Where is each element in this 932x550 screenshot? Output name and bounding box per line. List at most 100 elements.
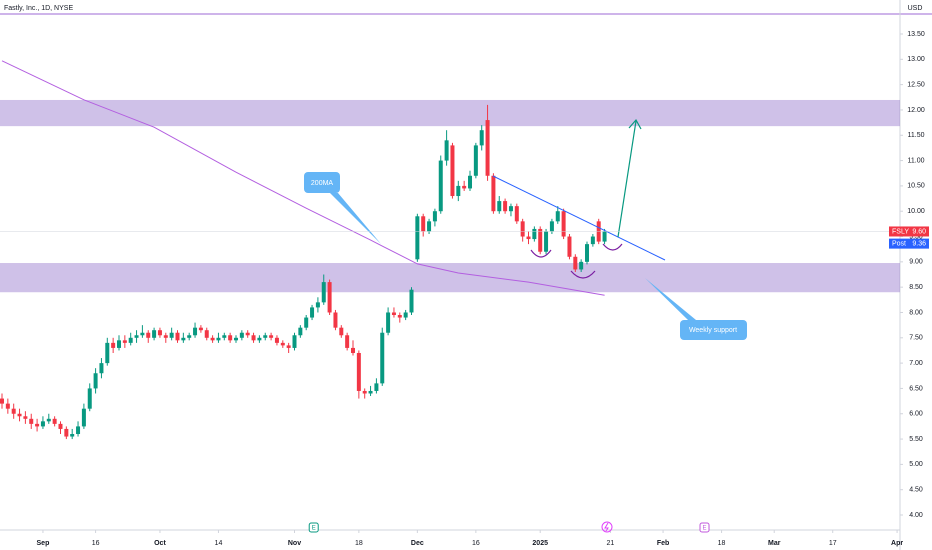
candle-body bbox=[585, 244, 590, 262]
zone bbox=[0, 263, 900, 293]
candle-body bbox=[333, 312, 338, 328]
x-tick-label: 17 bbox=[829, 540, 837, 547]
candle-body bbox=[345, 335, 350, 348]
candle-body bbox=[64, 428, 69, 437]
price-label-box bbox=[889, 238, 929, 249]
y-tick-label: 13.50 bbox=[907, 31, 925, 38]
candle-body bbox=[479, 130, 484, 146]
candle-body bbox=[503, 201, 508, 212]
candle-body bbox=[193, 327, 198, 336]
price-label-name: FSLY bbox=[892, 228, 909, 235]
arrow-head bbox=[628, 118, 642, 130]
candle-body bbox=[444, 140, 449, 161]
candle-body bbox=[29, 418, 34, 424]
price-label-value: 9.36 bbox=[912, 240, 926, 247]
earnings-label: E bbox=[703, 526, 707, 532]
y-tick-label: 5.50 bbox=[909, 436, 923, 443]
callout bbox=[304, 172, 340, 193]
y-tick-label: 8.00 bbox=[909, 309, 923, 316]
x-tick-label: 18 bbox=[355, 540, 363, 547]
candle-body bbox=[304, 317, 309, 328]
dividend-icon[interactable] bbox=[601, 521, 613, 533]
arrow bbox=[617, 120, 637, 238]
candle-body bbox=[46, 418, 51, 422]
candle-body bbox=[269, 335, 274, 338]
candle-body bbox=[17, 413, 22, 417]
x-tick-label: 18 bbox=[718, 540, 726, 547]
candle-body bbox=[310, 307, 315, 318]
candle-body bbox=[321, 282, 326, 303]
candle-body bbox=[391, 312, 396, 316]
candle-body bbox=[468, 175, 473, 189]
candle-body bbox=[111, 342, 116, 348]
y-tick-label: 9.50 bbox=[909, 233, 923, 240]
candle-body bbox=[251, 335, 256, 341]
candle-body bbox=[280, 342, 285, 346]
candle-body bbox=[23, 416, 28, 419]
candle-body bbox=[508, 206, 513, 212]
callout-text: 200MA bbox=[311, 180, 334, 187]
y-tick-label: 6.50 bbox=[909, 385, 923, 392]
candle-body bbox=[380, 332, 385, 384]
candle-body bbox=[11, 408, 16, 414]
y-tick-label: 10.50 bbox=[907, 183, 925, 190]
curve bbox=[602, 243, 623, 251]
candle-body bbox=[555, 211, 560, 222]
zone bbox=[0, 99, 900, 127]
candle-body bbox=[579, 261, 584, 270]
candle-body bbox=[163, 335, 168, 338]
candle-body bbox=[602, 231, 607, 242]
y-tick-label: 12.50 bbox=[907, 81, 925, 88]
candle-body bbox=[93, 373, 98, 389]
candle-body bbox=[427, 221, 432, 232]
candle-body bbox=[35, 423, 40, 427]
candle-body bbox=[362, 390, 367, 394]
candle-body bbox=[403, 312, 408, 318]
curve bbox=[530, 249, 552, 258]
price-label-name: Post bbox=[892, 240, 906, 247]
candle-body bbox=[538, 228, 543, 252]
x-tick-label: 2025 bbox=[532, 540, 548, 547]
candle-body bbox=[169, 332, 174, 338]
candle-body bbox=[257, 337, 262, 341]
y-tick-label: 7.00 bbox=[909, 360, 923, 367]
plot: 13.50 13.00 12.50 12.00 11.50 11.00 10.50 10.00… bbox=[0, 31, 925, 547]
candle-body bbox=[233, 337, 238, 341]
candle-body bbox=[76, 426, 81, 434]
candle-body bbox=[198, 327, 203, 331]
candle-body bbox=[274, 337, 279, 343]
earnings-label: E bbox=[312, 526, 316, 532]
candle-body bbox=[134, 335, 139, 338]
earnings-marker[interactable] bbox=[308, 522, 319, 533]
price-label-value: 9.60 bbox=[912, 228, 926, 235]
y-tick-label: 11.00 bbox=[908, 157, 925, 164]
candle-body bbox=[432, 211, 437, 222]
candle-body bbox=[421, 216, 426, 232]
candle-body bbox=[146, 332, 151, 338]
x-tick-label: Sep bbox=[37, 540, 50, 547]
candle-body bbox=[450, 145, 455, 197]
candle-body bbox=[245, 332, 250, 336]
candle-body bbox=[456, 185, 461, 197]
x-tick-label: Nov bbox=[288, 540, 301, 547]
y-tick-label: 10.00 bbox=[907, 208, 925, 215]
candle-body bbox=[462, 185, 467, 189]
candle-body bbox=[438, 160, 443, 212]
earnings-marker[interactable] bbox=[699, 522, 710, 533]
curve bbox=[570, 270, 596, 279]
candle-body bbox=[544, 231, 549, 252]
y-tick-label: 9.00 bbox=[909, 259, 923, 266]
candle-body bbox=[567, 236, 572, 257]
candle-body bbox=[140, 332, 145, 336]
candle-body bbox=[152, 330, 157, 338]
candle-body bbox=[5, 403, 10, 409]
candle-body bbox=[210, 337, 215, 341]
y-tick-label: 7.50 bbox=[909, 335, 923, 342]
candle-body bbox=[356, 352, 361, 391]
candle-body bbox=[497, 201, 502, 212]
y-tick-label: 13.00 bbox=[907, 56, 925, 63]
candle-body bbox=[239, 332, 244, 338]
dividend-icon-bolt bbox=[604, 522, 609, 532]
candle-body bbox=[216, 337, 221, 341]
x-tick-label: Oct bbox=[154, 540, 166, 547]
